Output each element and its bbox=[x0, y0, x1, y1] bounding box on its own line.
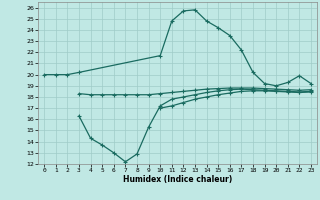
X-axis label: Humidex (Indice chaleur): Humidex (Indice chaleur) bbox=[123, 175, 232, 184]
